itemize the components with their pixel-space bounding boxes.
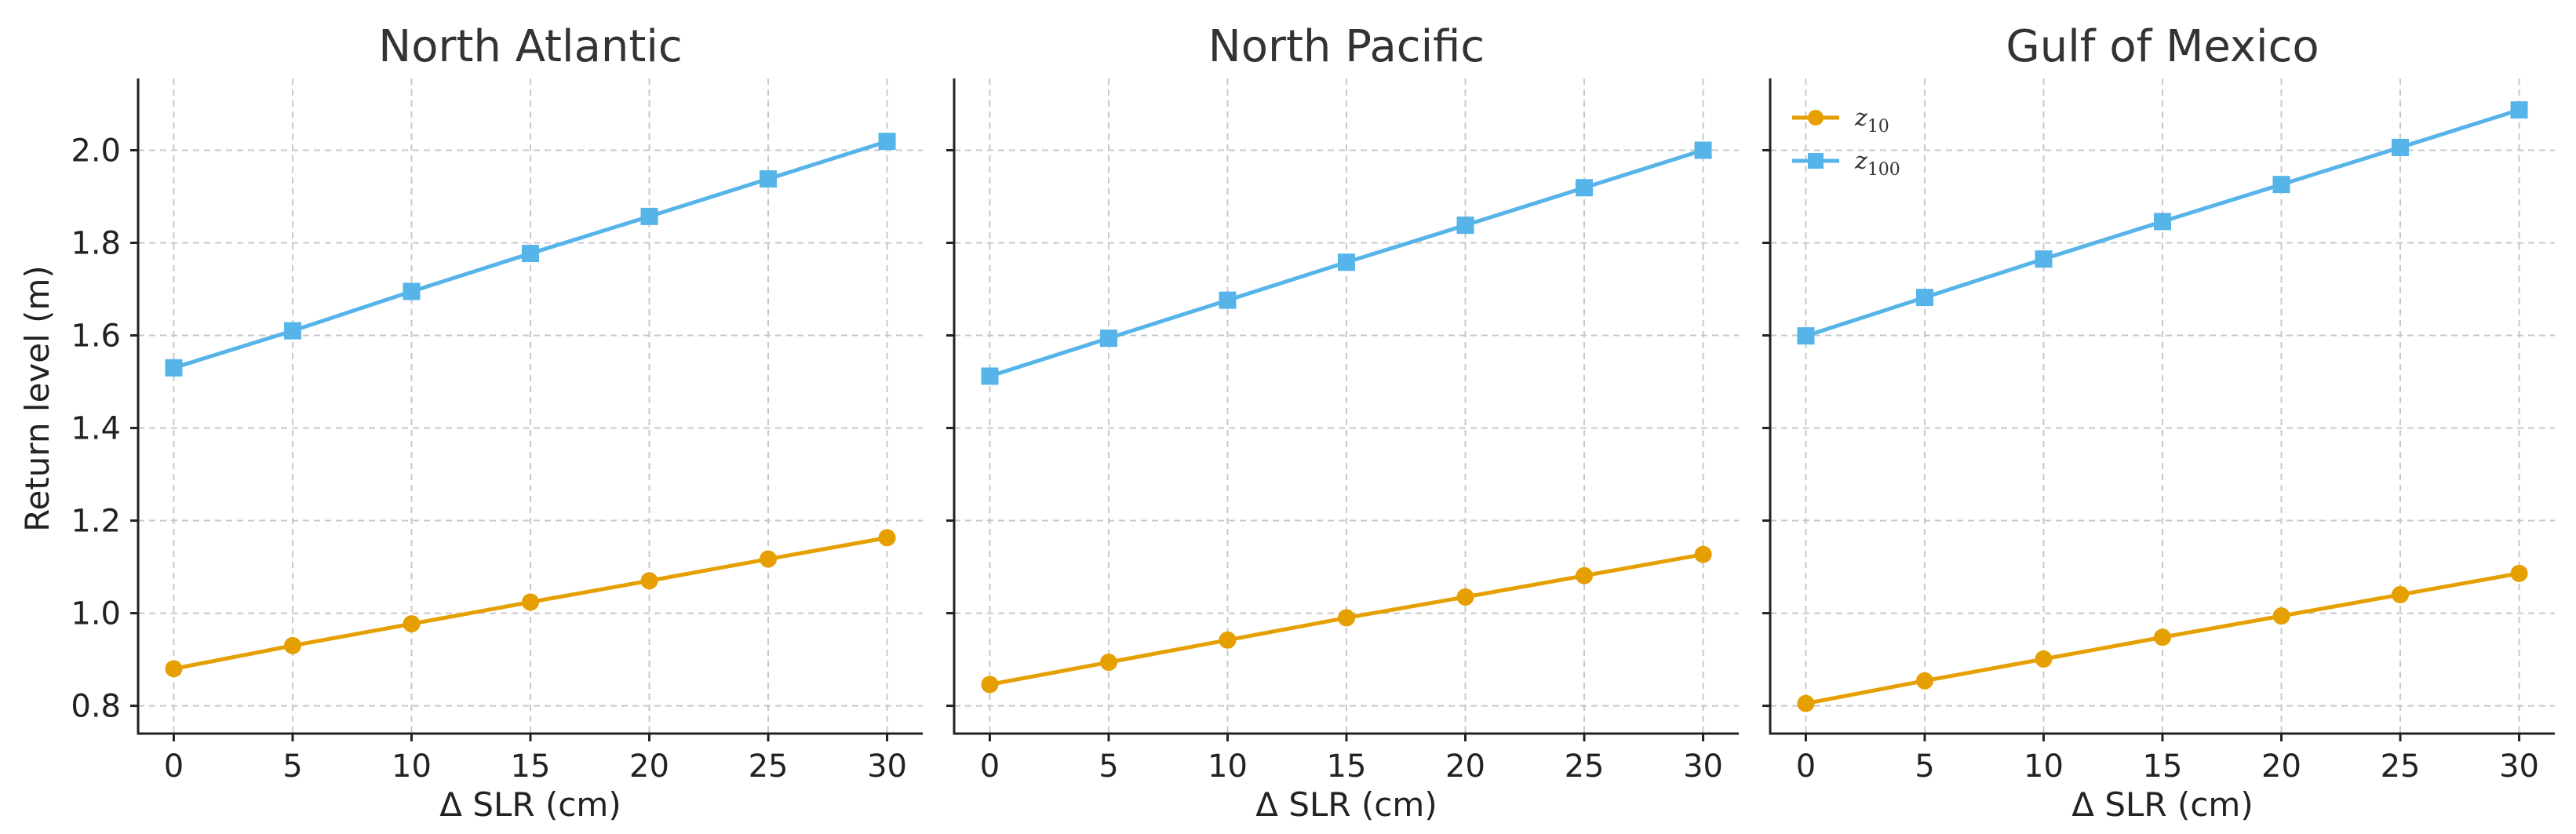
data-point-z10 — [1576, 566, 1594, 585]
data-point-z100 — [1338, 253, 1355, 271]
x-tick-label: 30 — [1683, 748, 1723, 785]
data-point-z100 — [2392, 138, 2410, 156]
series-z100 — [165, 133, 896, 377]
data-point-z10 — [403, 615, 421, 633]
data-point-z100 — [2510, 101, 2528, 119]
x-tick-label: 30 — [867, 748, 907, 785]
legend-item-z10: z10 — [1792, 104, 1889, 137]
panel-north-atlantic: 0 5 10 15 20 25 30 0.8 1.0 1.2 1.4 1.6 1.8 2.0 North A… — [71, 21, 923, 824]
x-tick-label: 15 — [511, 748, 551, 785]
data-point-z10 — [1338, 609, 1355, 627]
legend-label: z10 — [1854, 104, 1889, 137]
x-tick-label: 0 — [164, 748, 184, 785]
data-point-z10 — [760, 550, 778, 568]
data-point-z10 — [1219, 631, 1237, 649]
series-z10 — [1797, 564, 2528, 712]
data-point-z10 — [640, 572, 658, 590]
x-tick-label: 5 — [1099, 748, 1118, 785]
x-tick-label: 10 — [2024, 748, 2064, 785]
x-axis-label: Δ SLR (cm) — [2071, 785, 2253, 824]
y-tick-label: 2.0 — [71, 133, 121, 169]
panel-title: North Pacific — [1208, 21, 1485, 72]
x-tick-label: 5 — [1915, 748, 1934, 785]
x-tick-label: 15 — [1327, 748, 1367, 785]
legend-marker-square — [1808, 153, 1824, 169]
x-tick-label: 20 — [629, 748, 669, 785]
x-tick-label: 15 — [2143, 748, 2183, 785]
x-tick-label: 25 — [2381, 748, 2421, 785]
x-tick-label: 25 — [1565, 748, 1605, 785]
data-point-z100 — [1099, 330, 1117, 348]
panel-north-pacific: 0 5 10 15 20 25 30 North Pacific Δ SLR (cm) — [946, 21, 1739, 824]
data-point-z10 — [165, 660, 183, 678]
data-point-z10 — [522, 593, 539, 611]
y-tick-label: 1.8 — [71, 225, 121, 261]
data-point-z10 — [1694, 545, 1712, 563]
data-point-z100 — [165, 359, 183, 377]
data-point-z100 — [2154, 213, 2171, 231]
data-point-z100 — [2272, 176, 2290, 194]
data-point-z10 — [1099, 654, 1117, 672]
panels: 0 5 10 15 20 25 30 0.8 1.0 1.2 1.4 1.6 1.8 2.0 North A… — [71, 21, 2555, 824]
x-tick-label: 10 — [1208, 748, 1248, 785]
data-point-z10 — [878, 529, 896, 547]
panel-title: North Atlantic — [378, 21, 682, 72]
data-point-z10 — [2272, 607, 2290, 625]
series-z10 — [165, 529, 896, 678]
axes-spine — [953, 78, 1739, 735]
axes-spine — [137, 78, 923, 735]
data-point-z10 — [981, 676, 999, 694]
data-point-z10 — [283, 636, 301, 654]
x-axis-label: Δ SLR (cm) — [1255, 785, 1437, 824]
x-tick-label: 0 — [1796, 748, 1816, 785]
series-z100 — [981, 141, 1712, 385]
data-point-z10 — [2035, 650, 2053, 668]
y-axis-label: Return level (m) — [18, 265, 56, 532]
data-point-z100 — [1915, 289, 1933, 307]
data-point-z100 — [640, 207, 658, 225]
data-point-z100 — [403, 282, 421, 300]
data-point-z100 — [878, 133, 896, 151]
panel-title: Gulf of Mexico — [2006, 21, 2319, 72]
data-point-z100 — [1694, 141, 1712, 159]
data-point-z10 — [2392, 585, 2410, 603]
data-point-z100 — [1456, 217, 1474, 235]
x-axis-label: Δ SLR (cm) — [439, 785, 621, 824]
y-tick-label: 0.8 — [71, 689, 121, 725]
axes-spine — [1769, 78, 2555, 735]
x-tick-label: 10 — [392, 748, 432, 785]
data-point-z100 — [1797, 327, 1815, 345]
legend-label: z100 — [1854, 147, 1900, 180]
y-tick-label: 1.0 — [71, 596, 121, 632]
y-tick-label: 1.4 — [71, 411, 121, 447]
data-point-z10 — [1797, 694, 1815, 712]
data-point-z100 — [522, 245, 539, 263]
data-point-z10 — [1456, 588, 1474, 606]
x-tick-label: 30 — [2499, 748, 2539, 785]
data-point-z100 — [283, 322, 301, 340]
x-tick-label: 20 — [2261, 748, 2301, 785]
x-tick-label: 20 — [1445, 748, 1485, 785]
data-point-z100 — [760, 170, 778, 188]
series-z100 — [1797, 101, 2528, 345]
data-point-z10 — [2154, 628, 2171, 646]
x-tick-label: 5 — [282, 748, 302, 785]
y-tick-label: 1.2 — [71, 504, 121, 540]
legend-marker-circle — [1808, 110, 1824, 126]
x-tick-label: 0 — [980, 748, 1000, 785]
data-point-z100 — [2035, 250, 2053, 268]
data-point-z100 — [981, 367, 999, 385]
legend-item-z100: z100 — [1792, 147, 1900, 180]
series-z10 — [981, 545, 1712, 694]
data-point-z100 — [1219, 291, 1237, 309]
data-point-z10 — [1915, 672, 1933, 690]
data-point-z10 — [2510, 564, 2528, 582]
y-tick-label: 1.6 — [71, 319, 121, 355]
legend: z10 z100 — [1792, 104, 1900, 180]
x-tick-label: 25 — [749, 748, 789, 785]
data-point-z100 — [1576, 179, 1594, 197]
